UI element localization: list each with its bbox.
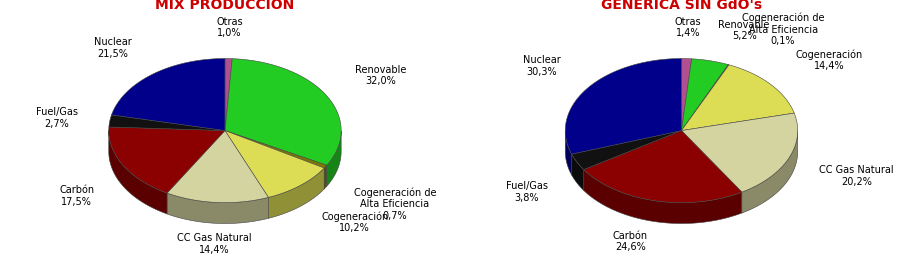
Text: Fuel/Gas
3,8%: Fuel/Gas 3,8% xyxy=(505,181,547,203)
Polygon shape xyxy=(564,59,681,154)
Text: Fuel/Gas
2,7%: Fuel/Gas 2,7% xyxy=(36,107,77,129)
Text: Nuclear
21,5%: Nuclear 21,5% xyxy=(94,37,131,59)
Polygon shape xyxy=(681,65,728,131)
Text: Cogeneración
10,2%: Cogeneración 10,2% xyxy=(321,211,388,233)
Polygon shape xyxy=(741,131,797,213)
Polygon shape xyxy=(225,131,323,197)
Text: Nuclear
30,3%: Nuclear 30,3% xyxy=(522,55,560,77)
Polygon shape xyxy=(108,115,225,131)
Polygon shape xyxy=(225,131,326,168)
Polygon shape xyxy=(681,59,728,131)
Polygon shape xyxy=(681,65,793,131)
Text: Cogeneración de
Alta Eficiencia
0,1%: Cogeneración de Alta Eficiencia 0,1% xyxy=(741,12,823,46)
Text: Cogeneración de
Alta Eficiencia
0,7%: Cogeneración de Alta Eficiencia 0,7% xyxy=(353,187,436,221)
Title: GENERICA SIN GdO's: GENERICA SIN GdO's xyxy=(600,0,761,12)
Polygon shape xyxy=(571,131,681,170)
Polygon shape xyxy=(108,131,167,214)
Polygon shape xyxy=(167,193,268,224)
Polygon shape xyxy=(584,131,741,203)
Polygon shape xyxy=(225,59,232,131)
Text: CC Gas Natural
20,2%: CC Gas Natural 20,2% xyxy=(818,165,892,187)
Polygon shape xyxy=(268,168,323,218)
Text: Cogeneración
14,4%: Cogeneración 14,4% xyxy=(795,49,862,71)
Polygon shape xyxy=(564,131,571,175)
Polygon shape xyxy=(111,59,225,131)
Text: CC Gas Natural
14,4%: CC Gas Natural 14,4% xyxy=(177,233,252,255)
Polygon shape xyxy=(167,131,268,203)
Polygon shape xyxy=(584,170,741,224)
Text: Otras
1,0%: Otras 1,0% xyxy=(216,17,243,38)
Polygon shape xyxy=(326,131,341,186)
Text: Otras
1,4%: Otras 1,4% xyxy=(674,17,700,38)
Polygon shape xyxy=(225,59,341,165)
Title: MIX PRODUCCIÓN: MIX PRODUCCIÓN xyxy=(155,0,294,12)
Text: Carbón
24,6%: Carbón 24,6% xyxy=(612,231,647,253)
Text: Renovable
32,0%: Renovable 32,0% xyxy=(355,65,406,86)
Text: Carbón
17,5%: Carbón 17,5% xyxy=(59,185,95,207)
Polygon shape xyxy=(681,113,797,192)
Text: Renovable
5,2%: Renovable 5,2% xyxy=(718,20,769,41)
Polygon shape xyxy=(323,165,326,189)
Polygon shape xyxy=(681,59,691,131)
Polygon shape xyxy=(571,154,584,191)
Polygon shape xyxy=(108,127,225,193)
